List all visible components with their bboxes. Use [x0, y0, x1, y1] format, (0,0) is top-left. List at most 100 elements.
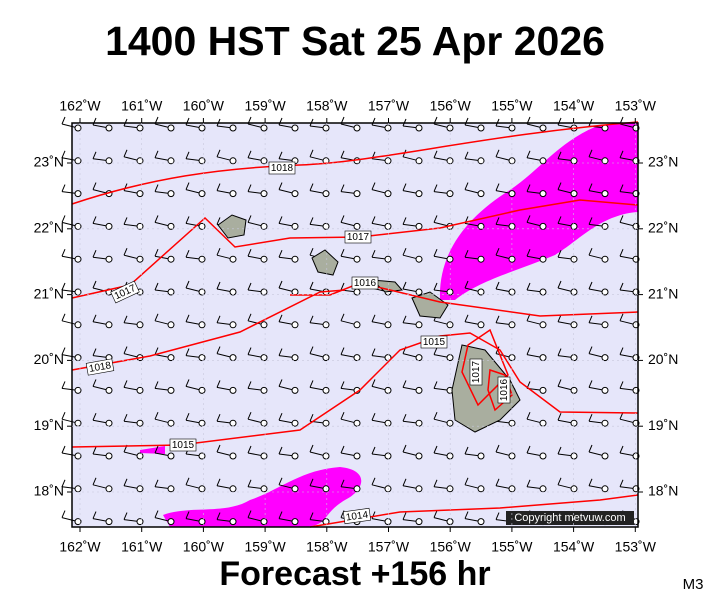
isobar-label-text: 1018	[88, 360, 112, 375]
station	[74, 321, 82, 329]
isobar-label-text: 1016	[499, 378, 510, 401]
isobar-label-box	[85, 358, 115, 376]
station	[415, 452, 423, 460]
station	[291, 485, 299, 493]
rain-area	[439, 122, 638, 300]
lon-label: 161˚W	[121, 539, 163, 555]
station	[322, 419, 330, 427]
station	[384, 222, 392, 230]
station	[291, 518, 299, 526]
map-border	[71, 122, 639, 528]
station	[167, 288, 175, 296]
lon-label: 160˚W	[183, 98, 225, 114]
station	[539, 386, 547, 394]
station	[229, 452, 237, 460]
station	[353, 419, 361, 427]
station	[229, 321, 237, 329]
station	[229, 124, 237, 132]
isobar-label-box	[342, 507, 372, 525]
station	[198, 386, 206, 394]
lat-label: 18˚N	[34, 483, 64, 499]
lat-label: 21˚N	[648, 285, 678, 301]
station	[601, 157, 609, 165]
island	[311, 249, 339, 276]
lon-label: 161˚W	[121, 98, 163, 114]
station	[74, 452, 82, 460]
station	[260, 518, 268, 526]
station	[229, 419, 237, 427]
lon-label: 155˚W	[491, 98, 533, 114]
station	[260, 386, 268, 394]
station	[105, 452, 113, 460]
station	[415, 518, 423, 526]
station	[291, 190, 299, 198]
station	[570, 354, 578, 362]
station	[384, 157, 392, 165]
lon-label: 157˚W	[368, 539, 410, 555]
station	[291, 124, 299, 132]
station	[198, 321, 206, 329]
lon-label: 162˚W	[59, 98, 101, 114]
lat-label: 19˚N	[648, 417, 678, 433]
station	[105, 222, 113, 230]
station	[136, 190, 144, 198]
station	[353, 190, 361, 198]
station	[136, 419, 144, 427]
station	[601, 485, 609, 493]
station	[105, 419, 113, 427]
station	[322, 222, 330, 230]
station	[198, 452, 206, 460]
copyright-box	[506, 511, 634, 525]
lon-label: 158˚W	[306, 98, 348, 114]
station	[415, 386, 423, 394]
station	[415, 157, 423, 165]
station	[322, 354, 330, 362]
isobar-label: 1018	[268, 161, 296, 175]
station	[167, 124, 175, 132]
isobar-label-text: 1017	[347, 232, 370, 243]
station	[539, 288, 547, 296]
station	[291, 452, 299, 460]
station	[322, 386, 330, 394]
station	[539, 255, 547, 263]
isobar-label-text: 1015	[423, 337, 446, 348]
station	[601, 354, 609, 362]
station	[384, 321, 392, 329]
station	[477, 288, 485, 296]
station	[322, 190, 330, 198]
station	[477, 518, 485, 526]
island	[451, 344, 521, 433]
station	[167, 485, 175, 493]
station	[570, 190, 578, 198]
station	[74, 190, 82, 198]
island	[411, 291, 449, 319]
station	[291, 222, 299, 230]
station	[167, 354, 175, 362]
station	[291, 354, 299, 362]
copyright: Copyright metvuw.com	[514, 512, 625, 524]
station	[198, 354, 206, 362]
station	[105, 157, 113, 165]
isobar-label-box	[110, 280, 140, 304]
station	[74, 222, 82, 230]
station	[105, 124, 113, 132]
station	[198, 255, 206, 263]
station	[477, 485, 485, 493]
isobar	[461, 328, 509, 407]
station	[570, 485, 578, 493]
isobar-label: 1014	[342, 507, 372, 525]
station	[167, 190, 175, 198]
station	[229, 386, 237, 394]
isobar-label-box	[268, 161, 296, 175]
station	[570, 419, 578, 427]
isobar-label-box	[169, 438, 197, 452]
station	[353, 255, 361, 263]
station	[415, 124, 423, 132]
station	[260, 354, 268, 362]
station	[415, 190, 423, 198]
station	[167, 222, 175, 230]
lon-label: 156˚W	[430, 98, 472, 114]
isobar	[71, 121, 639, 205]
station	[229, 255, 237, 263]
